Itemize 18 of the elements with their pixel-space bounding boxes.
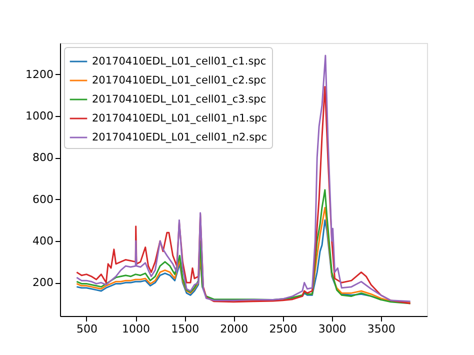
x-tick-label: 500 bbox=[76, 322, 98, 336]
x-tick-label: 3000 bbox=[318, 322, 346, 336]
y-tick-label: 400 bbox=[32, 234, 54, 248]
y-tick-label: 800 bbox=[32, 151, 54, 164]
y-tick-label: 600 bbox=[32, 192, 54, 206]
legend-label: 20170410EDL_L01_cell01_c2.spc bbox=[92, 74, 266, 86]
x-tick-label: 1500 bbox=[171, 322, 200, 336]
y-tick-label: 1000 bbox=[26, 109, 54, 122]
legend-label: 20170410EDL_L01_cell01_c3.spc bbox=[92, 94, 266, 106]
x-tick-label: 1000 bbox=[122, 322, 150, 336]
legend-label: 20170410EDL_L01_cell01_c1.spc bbox=[92, 56, 266, 68]
x-tick-label: 2000 bbox=[220, 322, 248, 336]
y-tick-label: 1200 bbox=[26, 68, 54, 81]
x-tick-label: 2500 bbox=[269, 322, 298, 336]
y-tick-label: 200 bbox=[32, 276, 54, 290]
legend-label: 20170410EDL_L01_cell01_n2.spc bbox=[92, 132, 268, 144]
x-tick-label: 3500 bbox=[367, 322, 396, 336]
legend-label: 20170410EDL_L01_cell01_n1.spc bbox=[92, 112, 268, 124]
